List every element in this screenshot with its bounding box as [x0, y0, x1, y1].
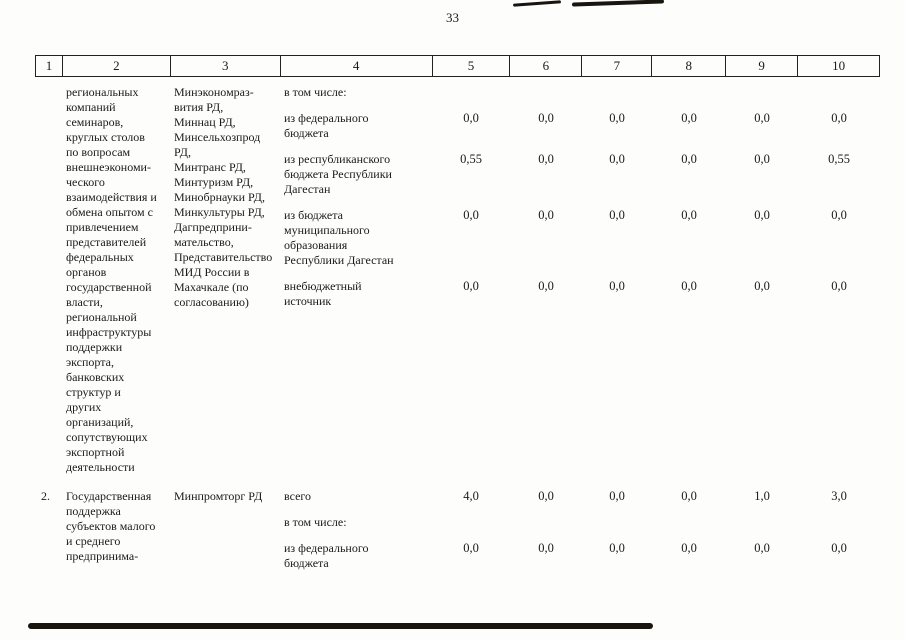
executor-name: Минпромторг РД: [174, 489, 263, 503]
budget-line-label: в том числе:: [284, 85, 347, 99]
budget-value: [798, 515, 880, 530]
executor-name: Минэкономраз- вития РД, Миннац РД, Минсе…: [174, 85, 273, 309]
budget-value: 0,55: [460, 152, 482, 166]
budget-value: 4,0: [463, 489, 479, 503]
budget-line: в том числе:: [280, 85, 880, 100]
budget-value: [726, 515, 798, 530]
page-number: 33: [446, 10, 459, 25]
budget-line: из республиканского бюджета Республики Д…: [280, 152, 880, 197]
budget-value: [432, 85, 510, 100]
activity-name: региональных компаний семинаров, круглых…: [66, 85, 157, 474]
budget-table: 1 2 3 4 5 6 7 8 9 10 региональных компан…: [35, 55, 881, 582]
budget-value: 0,0: [831, 208, 847, 222]
budget-value: 0,0: [538, 208, 554, 222]
budget-value: [510, 85, 582, 100]
budget-value: 0,0: [831, 279, 847, 293]
table-row: региональных компаний семинаров, круглых…: [35, 85, 880, 475]
budget-value: 0,0: [754, 208, 770, 222]
scan-artifact: [571, 0, 665, 7]
budget-line: внебюджетный источник 0,0 0,0 0,0 0,0 0,…: [280, 279, 880, 309]
row-number: [35, 85, 62, 475]
budget-value: 0,0: [681, 208, 697, 222]
budget-value: 0,0: [609, 111, 625, 125]
budget-value: 0,0: [538, 489, 554, 503]
budget-line: всего 4,0 0,0 0,0 0,0 1,0 3,0: [280, 489, 880, 504]
budget-value: [582, 515, 652, 530]
table-row: 2. Государственная поддержка субъектов м…: [35, 489, 880, 582]
table-header-cell: 7: [582, 56, 653, 76]
budget-lines: в том числе: из федерального бюджета 0,0…: [280, 85, 880, 475]
budget-value: [652, 515, 726, 530]
budget-value: 1,0: [754, 489, 770, 503]
budget-value: 0,0: [681, 152, 697, 166]
budget-value: [726, 85, 798, 100]
table-header-cell: 2: [63, 56, 171, 76]
budget-value: 3,0: [831, 489, 847, 503]
table-header-cell: 8: [652, 56, 727, 76]
budget-value: 0,0: [754, 152, 770, 166]
budget-value: 0,0: [754, 111, 770, 125]
table-header-cell: 3: [171, 56, 281, 76]
budget-value: 0,0: [831, 541, 847, 555]
table-header-cell: 5: [433, 56, 511, 76]
budget-line-label: в том числе:: [284, 515, 347, 529]
budget-value: 0,0: [681, 489, 697, 503]
budget-line-label: внебюджетный источник: [284, 279, 362, 308]
budget-value: [510, 515, 582, 530]
budget-value: 0,0: [681, 279, 697, 293]
budget-value: [652, 85, 726, 100]
budget-value: 0,0: [538, 111, 554, 125]
budget-lines: всего 4,0 0,0 0,0 0,0 1,0 3,0 в том числ…: [280, 489, 880, 582]
activity-name: Государственная поддержка субъектов мало…: [66, 489, 156, 563]
budget-line-label: всего: [284, 489, 312, 503]
budget-value: 0,0: [538, 541, 554, 555]
table-header-cell: 6: [510, 56, 583, 76]
budget-value: 0,0: [609, 541, 625, 555]
budget-value: 0,0: [681, 541, 697, 555]
table-header-cell: 4: [281, 56, 433, 76]
scan-artifact: [512, 0, 562, 7]
budget-value: 0,0: [463, 111, 479, 125]
budget-value: 0,0: [463, 208, 479, 222]
table-header-row: 1 2 3 4 5 6 7 8 9 10: [35, 55, 881, 77]
budget-line: из федерального бюджета 0,0 0,0 0,0 0,0 …: [280, 111, 880, 141]
budget-value: 0,0: [754, 541, 770, 555]
budget-line-label: из федерального бюджета: [284, 111, 369, 140]
budget-value: 0,0: [681, 111, 697, 125]
budget-line: из федерального бюджета 0,0 0,0 0,0 0,0 …: [280, 541, 880, 571]
budget-value: [432, 515, 510, 530]
table-header-cell: 10: [798, 56, 881, 76]
budget-value: 0,55: [828, 152, 850, 166]
budget-value: [582, 85, 652, 100]
budget-value: 0,0: [538, 279, 554, 293]
budget-value: 0,0: [609, 208, 625, 222]
row-number: 2.: [41, 489, 50, 503]
budget-line: в том числе:: [280, 515, 880, 530]
budget-value: [798, 85, 880, 100]
budget-value: 0,0: [609, 489, 625, 503]
budget-value: 0,0: [831, 111, 847, 125]
budget-line: из бюджета муниципального образования Ре…: [280, 208, 880, 268]
budget-line-label: из федерального бюджета: [284, 541, 369, 570]
budget-value: 0,0: [754, 279, 770, 293]
table-header-cell: 9: [726, 56, 799, 76]
budget-line-label: из бюджета муниципального образования Ре…: [284, 208, 394, 267]
scan-artifact: [28, 623, 653, 629]
budget-value: 0,0: [609, 279, 625, 293]
budget-value: 0,0: [463, 541, 479, 555]
table-header-cell: 1: [36, 56, 63, 76]
budget-line-label: из республиканского бюджета Республики Д…: [284, 152, 392, 196]
budget-value: 0,0: [609, 152, 625, 166]
budget-value: 0,0: [463, 279, 479, 293]
budget-value: 0,0: [538, 152, 554, 166]
